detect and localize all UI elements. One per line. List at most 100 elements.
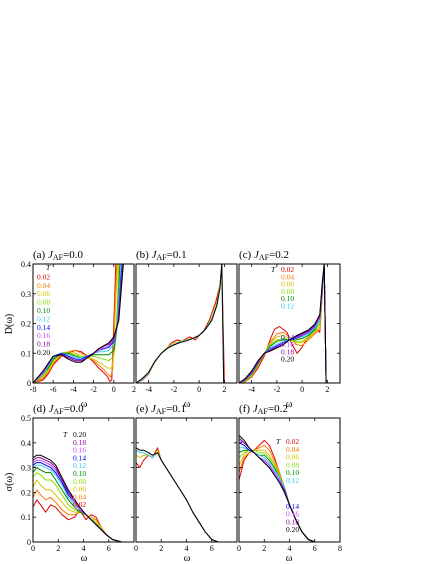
x-tick-label-a: -2	[90, 385, 97, 394]
legend-entry-a-T0.08: 0.08	[37, 298, 50, 307]
y-tick-label-d: 0.2	[21, 488, 31, 497]
legend-entry-a-T0.02: 0.02	[37, 272, 50, 281]
x-tick-label-c: 2	[325, 385, 329, 394]
panel-label-f: (f)	[239, 403, 253, 415]
legend-entry-a-T0.14: 0.14	[37, 323, 50, 332]
legend-entry-c-T0.08: 0.08	[281, 287, 294, 296]
legend-title-f: T	[276, 437, 281, 446]
legend-entry-c-T0.18: 0.18	[281, 347, 294, 356]
legend-entry-d-T0.16: 0.16	[73, 446, 86, 455]
x-tick-label-d: 2	[56, 544, 60, 553]
legend-entry-f-T0.14: 0.14	[286, 502, 299, 511]
legend-entry-d-T0.06: 0.06	[73, 485, 86, 494]
x-axis-label-c: ω	[286, 399, 293, 410]
panel-j-subscript-f: AF	[258, 407, 269, 416]
panel-label-c: (c)	[239, 249, 254, 261]
panel-label-b: (b)	[136, 249, 152, 261]
panel-j-value-a: =0.0	[63, 249, 83, 261]
x-tick-label-b: 2	[222, 385, 226, 394]
legend-entry-f-T0.20: 0.20	[286, 525, 299, 534]
legend-entry-c-T0.12: 0.12	[281, 302, 294, 311]
y-tick-label-d: 0.3	[21, 464, 31, 473]
legend-entry-f-T0.12: 0.12	[286, 476, 299, 485]
x-tick-label-c: -2	[274, 385, 281, 394]
panel-title-b: (b) JAF=0.1	[136, 249, 187, 262]
series-line-d-T0.06	[33, 479, 122, 542]
panel-title-c: (c) JAF=0.2	[239, 249, 289, 262]
x-tick-label-d: 0	[31, 544, 35, 553]
panel-label-a: (a)	[33, 249, 48, 261]
x-tick-label-a: -4	[70, 385, 77, 394]
legend-a: T0.020.040.060.080.100.120.140.160.180.2…	[37, 263, 51, 357]
panel-j-symbol-b: J	[152, 249, 158, 261]
y-tick-label-d: 0.1	[21, 513, 31, 522]
x-tick-label-f: 6	[313, 544, 317, 553]
x-axis-label-d: ω	[81, 553, 88, 564]
legend-entry-f-T0.02: 0.02	[286, 437, 299, 446]
legend-entry-d-T0.12: 0.12	[73, 461, 86, 470]
legend-entry-c-T0.10: 0.10	[281, 294, 294, 303]
legend-title-d: T	[63, 430, 68, 439]
x-tick-label-e: 0	[134, 544, 138, 553]
y-tick-label-a: 0.3	[21, 290, 31, 299]
panel-j-value-b: =0.1	[167, 249, 187, 261]
x-tick-label-e: 6	[210, 544, 214, 553]
x-tick-label-b: 0	[197, 385, 201, 394]
legend-entry-f-T0.10: 0.10	[286, 468, 299, 477]
series-line-f-T0.20	[239, 435, 315, 542]
x-tick-label-c: -4	[248, 385, 255, 394]
series-line-b-T0.20	[136, 264, 237, 383]
panel-title-d: (d) JAF=0.0	[33, 403, 84, 416]
series-group-f	[239, 435, 315, 542]
series-line-a-T0.20	[33, 264, 124, 383]
panel-j-value-f: =0.2	[268, 403, 288, 415]
x-tick-label-e: 4	[185, 544, 189, 553]
panel-j-subscript-d: AF	[53, 407, 64, 416]
legend-entry-c-T0.20: 0.20	[281, 355, 294, 364]
y-tick-label-a: 0.4	[21, 260, 31, 269]
legend-entry-c-T0.02: 0.02	[281, 265, 294, 274]
legend-title-a: T	[46, 263, 51, 272]
x-tick-label-f: 4	[288, 544, 292, 553]
legend-entry-d-T0.20: 0.20	[73, 430, 86, 439]
panel-j-value-c: =0.2	[269, 249, 289, 261]
panel-j-symbol-a: J	[48, 249, 54, 261]
legend-entry-d-T0.14: 0.14	[73, 453, 86, 462]
panel-title-a: (a) JAF=0.0	[33, 249, 84, 262]
legend-entry-c-T0.14: 0.14	[281, 333, 294, 342]
legend-entry-c-T0.06: 0.06	[281, 280, 294, 289]
legend-entry-a-T0.20: 0.20	[37, 348, 50, 357]
x-tick-label-f: 8	[338, 544, 342, 553]
panel-a: -8 -6 -4 -2 0 200.10.20.30.4(a) JAF=0.0T0.020…	[21, 249, 136, 394]
legend-entry-d-T0.10: 0.10	[73, 469, 86, 478]
legend-entry-f-T0.04: 0.04	[286, 445, 299, 454]
x-tick-label-f: 2	[262, 544, 266, 553]
panel-j-value-e: =0.1	[166, 403, 186, 415]
legend-entry-f-T0.18: 0.18	[286, 517, 299, 526]
x-tick-label-a: 0	[112, 385, 116, 394]
panel-j-subscript-c: AF	[259, 253, 270, 262]
x-axis-label-a: ω	[81, 399, 88, 410]
y-tick-label-a: 0	[27, 379, 31, 388]
panel-j-subscript-b: AF	[156, 253, 167, 262]
series-line-e-T0.20	[136, 447, 219, 542]
x-tick-label-c: 0	[300, 385, 304, 394]
panel-label-d: (d)	[33, 403, 49, 415]
legend-entry-c-T0.16: 0.16	[281, 340, 294, 349]
x-tick-label-b: -4	[145, 385, 152, 394]
legend-d: T 0.200.180.160.140.120.100.080.060.040.0…	[63, 430, 86, 509]
y-tick-label-a: 0.2	[21, 320, 31, 329]
panel-b: -4 -2 0 2 (b) JAF=0.1	[135, 249, 238, 394]
panel-j-symbol-f: J	[253, 403, 259, 415]
x-tick-label-a: 2	[132, 385, 136, 394]
panel-title-f: (f) JAF=0.2	[239, 403, 288, 416]
series-group-b	[136, 264, 237, 383]
legend-entry-a-T0.16: 0.16	[37, 331, 50, 340]
legend-entry-d-T0.18: 0.18	[73, 438, 86, 447]
panel-j-subscript-a: AF	[53, 253, 64, 262]
y-tick-label-a: 0.1	[21, 349, 31, 358]
legend-entry-a-T0.06: 0.06	[37, 289, 50, 298]
panels: -8 -6 -4 -2 0 200.10.20.30.4(a) JAF=0.0T0.020…	[21, 249, 342, 553]
